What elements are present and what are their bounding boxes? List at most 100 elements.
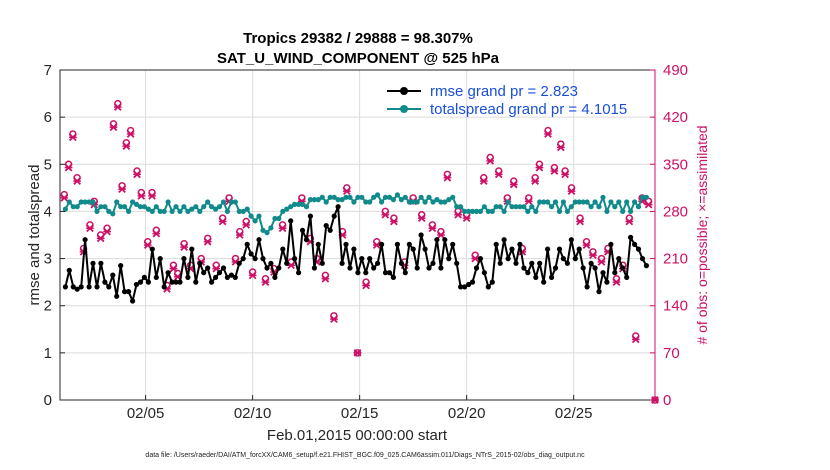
rmse-series-point [533, 274, 539, 280]
rmse-series-point [153, 274, 159, 280]
obs-assimilated-point [479, 177, 488, 185]
rmse-series-point [529, 260, 535, 266]
obs-assimilated-point [103, 227, 111, 236]
obs-assimilated-point [148, 192, 156, 200]
rmse-series-point [600, 270, 606, 276]
totalspread-series-point [402, 194, 408, 200]
totalspread-series-point [339, 197, 345, 203]
totalspread-series-point [78, 199, 84, 205]
rmse-series-point [596, 289, 602, 295]
rmse-series-point [272, 274, 278, 280]
totalspread-series-point [118, 204, 124, 210]
rmse-series-point [517, 241, 523, 247]
rmse-series-point [335, 204, 341, 210]
obs-assimilated-point [417, 214, 426, 222]
rmse-series-point [473, 265, 480, 271]
totalspread-series-point [446, 197, 452, 203]
plot-area [60, 70, 655, 400]
rmse-series-point [299, 227, 306, 233]
rmse-series-point [442, 237, 448, 243]
rmse-series-point [624, 274, 630, 280]
rmse-series-point [130, 298, 136, 304]
rmse-series-point [639, 256, 646, 262]
rmse-series-point [556, 246, 563, 252]
y-right-axis-label: # of obs: o=possible; ×=assimilated [694, 125, 710, 344]
totalspread-series-point [477, 208, 483, 214]
totalspread-series-point [584, 199, 590, 205]
rmse-series-point [343, 241, 349, 247]
obs-assimilated-point [509, 180, 518, 189]
totalspread-series-point [462, 208, 468, 214]
rmse-series-point [521, 265, 527, 271]
rmse-series-point [252, 256, 258, 262]
obs-assimilated-point [342, 187, 351, 196]
rmse-series-point [240, 256, 246, 262]
rmse-series-point [181, 256, 187, 262]
y-right-tick-label: 350 [663, 156, 688, 173]
totalspread-series-point [556, 208, 563, 214]
rmse-series-point [584, 284, 590, 290]
rmse-series-point [256, 237, 262, 243]
totalspread-series-point [284, 206, 290, 212]
obs-assimilated-point [576, 217, 584, 226]
obs-assimilated-point [60, 194, 69, 202]
rmse-series-point [126, 289, 132, 295]
totalspread-series-point [450, 194, 456, 200]
rmse-series-point [86, 284, 92, 290]
totalspread-series-point [458, 204, 464, 210]
rmse-series-point [355, 270, 361, 276]
rmse-series-point [66, 267, 72, 273]
rmse-series-point [177, 279, 183, 285]
rmse-series-point [311, 265, 317, 271]
totalspread-series-point [497, 204, 503, 210]
totalspread-series-point [133, 201, 140, 207]
totalspread-series-point [616, 199, 622, 205]
totalspread-series-point [256, 213, 262, 219]
totalspread-series-point [114, 199, 120, 205]
rmse-series-point [446, 256, 452, 262]
totalspread-series-point [406, 199, 412, 205]
totalspread-series-point [201, 204, 207, 210]
obs-assimilated-point [73, 177, 81, 185]
rmse-series-point [501, 237, 507, 243]
rmse-series-point [296, 270, 302, 276]
y-tick-label: 0 [44, 392, 52, 409]
totalspread-series-point [513, 204, 519, 210]
totalspread-series-point [367, 199, 373, 205]
obs-assimilated-point [330, 315, 338, 324]
rmse-series-point [98, 260, 104, 266]
totalspread-series-point [612, 204, 618, 210]
totalspread-series-point [628, 208, 634, 214]
totalspread-series-point [70, 204, 76, 210]
rmse-series-point [466, 281, 472, 288]
totalspread-series-point [319, 194, 325, 200]
rmse-series-point [450, 241, 456, 247]
totalspread-series-point [386, 194, 393, 200]
rmse-series-point [549, 274, 555, 280]
obs-assimilated-point [589, 251, 597, 260]
rmse-series-point [315, 241, 321, 247]
rmse-series-point [620, 265, 626, 271]
totalspread-series-point [331, 194, 337, 200]
rmse-series-point [418, 232, 424, 238]
totalspread-series-point [604, 208, 610, 214]
obs-assimilated-point [248, 271, 257, 280]
totalspread-series-point [288, 204, 294, 210]
totalspread-series-point [327, 194, 333, 200]
totalspread-series-point [185, 208, 191, 214]
rmse-series-point [386, 270, 393, 276]
rmse-series-point [564, 260, 571, 266]
y-right-tick-label: 420 [663, 109, 688, 126]
obs-assimilated-point [471, 254, 480, 263]
rmse-series-point [398, 260, 404, 266]
totalspread-series-point [390, 197, 396, 203]
rmse-series-point [402, 270, 408, 276]
totalspread-series-point [533, 208, 539, 214]
totalspread-series-point [335, 197, 341, 203]
rmse-series-point [118, 263, 124, 269]
totalspread-series-point [272, 215, 278, 222]
totalspread-series-point [157, 208, 163, 214]
totalspread-series-point [505, 199, 511, 205]
totalspread-series-point [624, 199, 630, 205]
totalspread-series-point [126, 208, 132, 214]
